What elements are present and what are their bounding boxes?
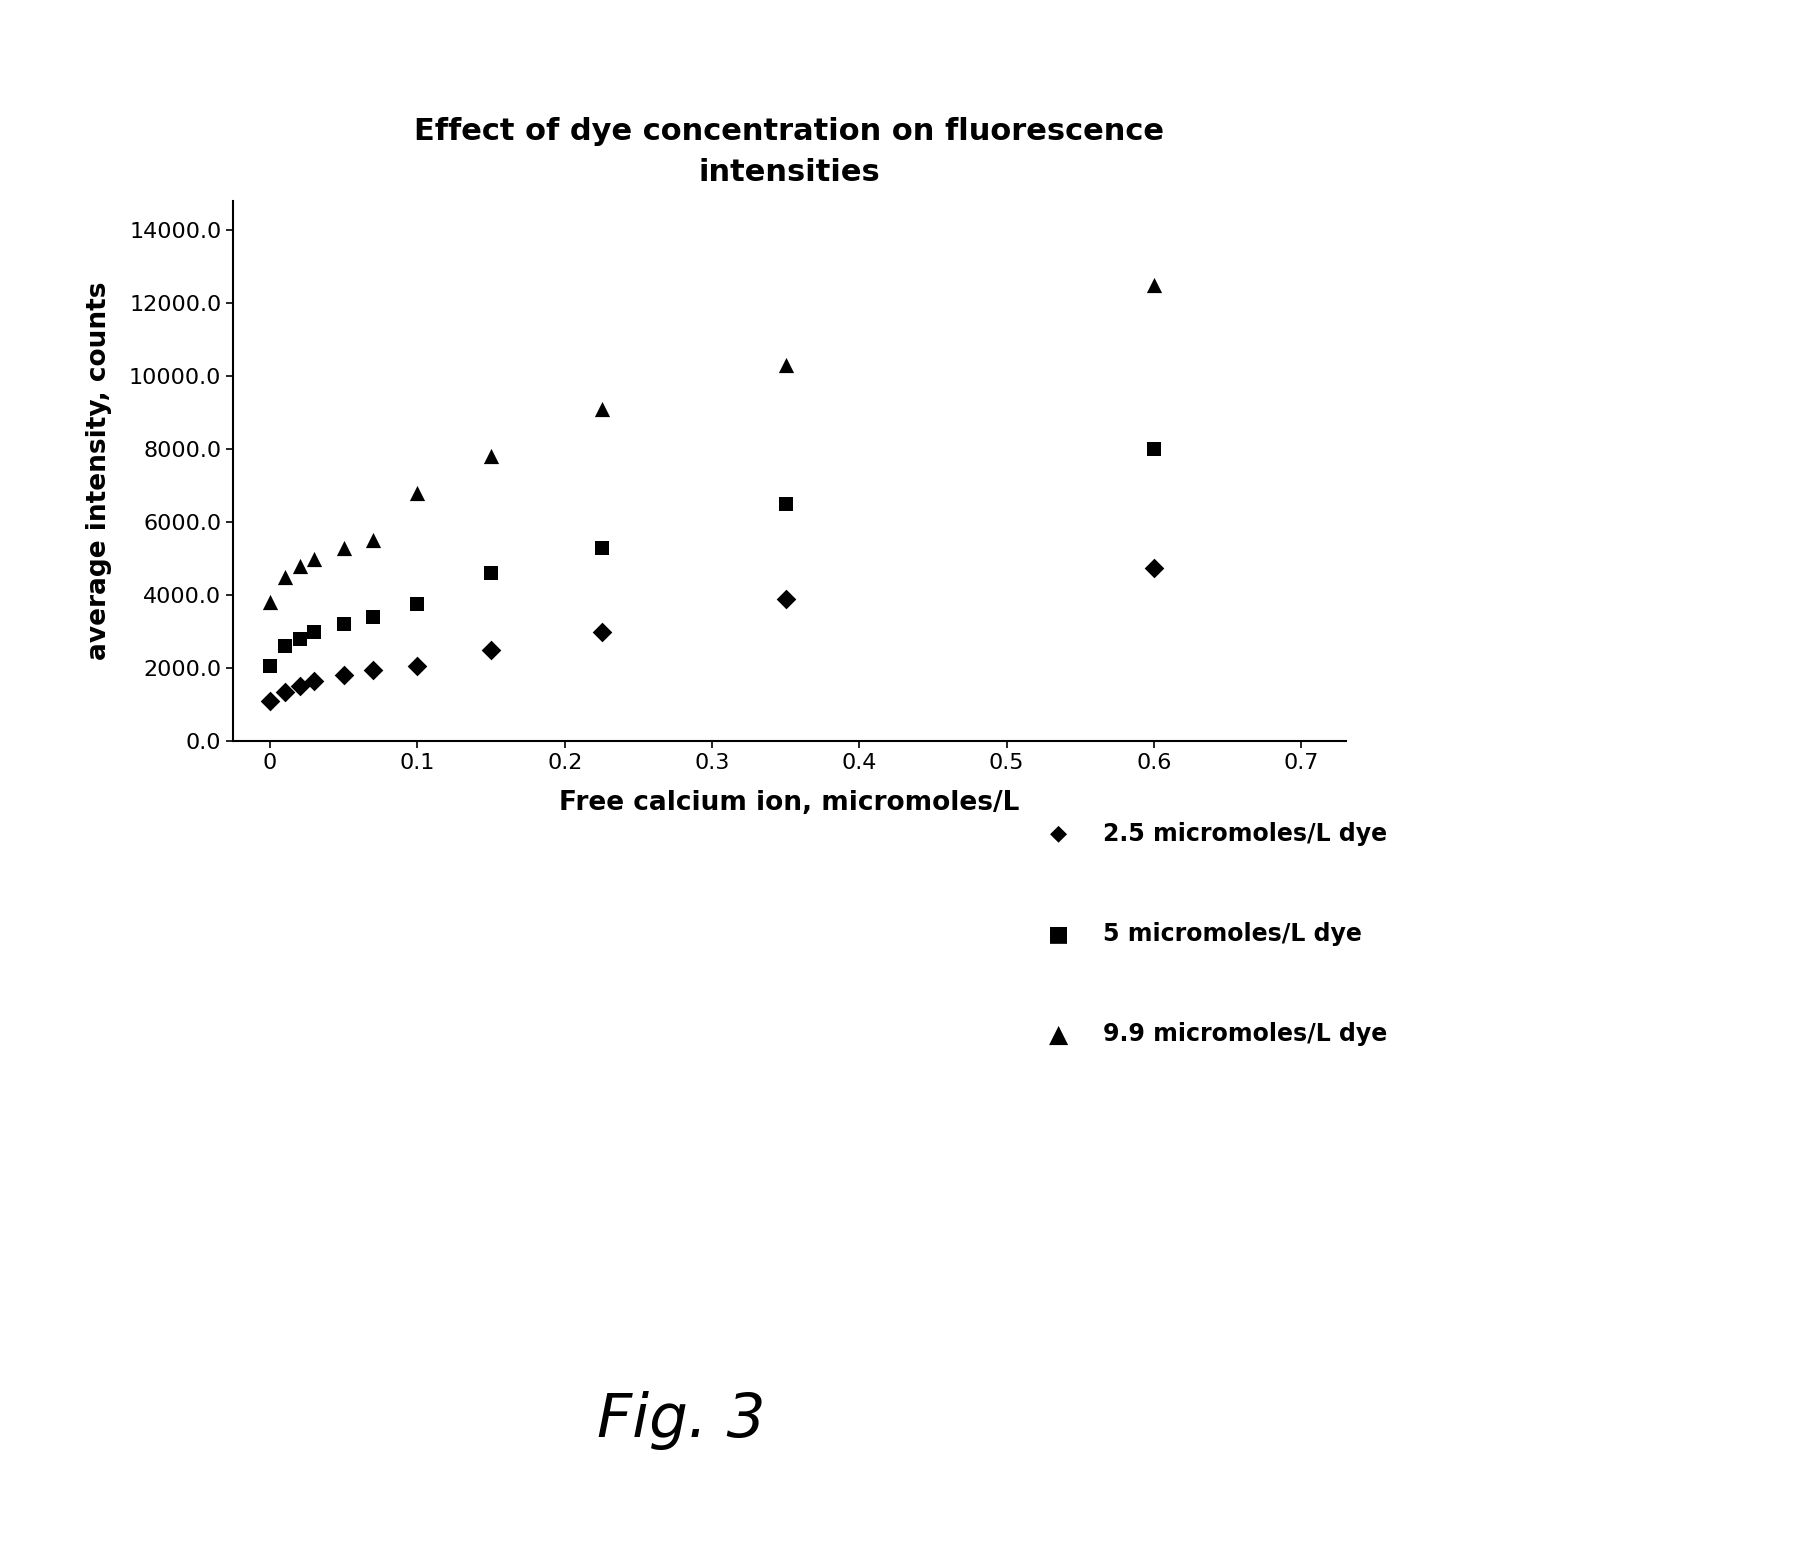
2.5 micromoles/L dye [285, 675, 314, 699]
2.5 micromoles/L dye [587, 619, 615, 644]
5 micromoles/L dye [330, 611, 359, 636]
2.5 micromoles/L dye [271, 679, 300, 704]
9.9 micromoles/L dye [771, 352, 800, 377]
9.9 micromoles/L dye [300, 547, 328, 571]
9.9 micromoles/L dye [477, 445, 506, 469]
2.5 micromoles/L dye [1139, 556, 1168, 581]
5 micromoles/L dye [477, 560, 506, 585]
5 micromoles/L dye [285, 627, 314, 652]
X-axis label: Free calcium ion, micromoles/L: Free calcium ion, micromoles/L [560, 789, 1019, 815]
Text: ◆: ◆ [1049, 824, 1067, 843]
5 micromoles/L dye [271, 635, 300, 659]
2.5 micromoles/L dye [330, 662, 359, 687]
9.9 micromoles/L dye [359, 528, 388, 553]
Text: intensities: intensities [698, 159, 881, 187]
Text: 9.9 micromoles/L dye: 9.9 micromoles/L dye [1103, 1022, 1387, 1047]
2.5 micromoles/L dye [359, 658, 388, 682]
Text: 5 micromoles/L dye: 5 micromoles/L dye [1103, 922, 1362, 946]
9.9 micromoles/L dye [587, 397, 615, 422]
Y-axis label: average intensity, counts: average intensity, counts [86, 281, 113, 661]
9.9 micromoles/L dye [285, 553, 314, 577]
9.9 micromoles/L dye [271, 565, 300, 590]
9.9 micromoles/L dye [404, 480, 432, 505]
5 micromoles/L dye [1139, 437, 1168, 462]
2.5 micromoles/L dye [257, 689, 285, 713]
2.5 micromoles/L dye [771, 587, 800, 611]
Text: Fig. 3: Fig. 3 [597, 1391, 766, 1450]
2.5 micromoles/L dye [477, 638, 506, 662]
5 micromoles/L dye [257, 655, 285, 679]
9.9 micromoles/L dye [330, 536, 359, 560]
Text: ▲: ▲ [1049, 1022, 1067, 1047]
2.5 micromoles/L dye [300, 669, 328, 693]
5 micromoles/L dye [404, 591, 432, 616]
Text: 2.5 micromoles/L dye: 2.5 micromoles/L dye [1103, 821, 1387, 846]
Text: Effect of dye concentration on fluorescence: Effect of dye concentration on fluoresce… [414, 117, 1164, 145]
9.9 micromoles/L dye [1139, 272, 1168, 296]
5 micromoles/L dye [300, 619, 328, 644]
2.5 micromoles/L dye [404, 655, 432, 679]
5 micromoles/L dye [359, 605, 388, 630]
5 micromoles/L dye [587, 536, 615, 560]
9.9 micromoles/L dye [257, 590, 285, 615]
Text: ■: ■ [1048, 925, 1069, 943]
5 micromoles/L dye [771, 491, 800, 516]
